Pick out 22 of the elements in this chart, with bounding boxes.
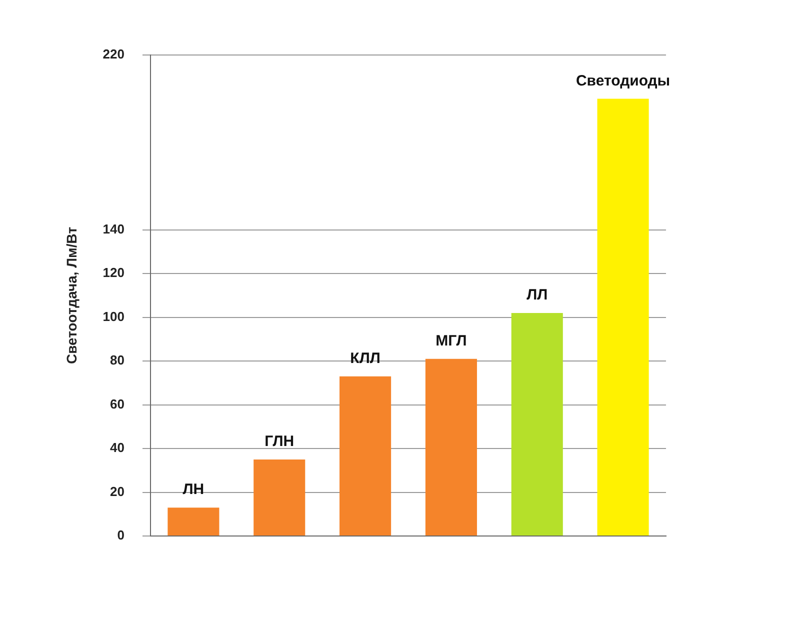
y-tick-label: 220: [102, 46, 124, 62]
y-tick-label: 120: [102, 265, 124, 280]
y-tick-label: 40: [110, 440, 124, 456]
bar: [597, 98, 649, 536]
bar: [254, 459, 306, 536]
bar: [168, 508, 220, 536]
y-tick-label: 0: [117, 528, 124, 543]
y-axis-title: Светоотдача, Лм/Вт: [63, 226, 80, 364]
x-tick-label: ЛН: [182, 481, 204, 498]
x-tick-label: ЛЛ: [526, 286, 548, 304]
bar: [511, 312, 563, 536]
y-tick-label: 60: [110, 396, 124, 412]
y-tick-label: 20: [110, 484, 124, 499]
y-tick-label: 80: [110, 352, 124, 368]
bar: [340, 376, 392, 536]
x-tick-label: МГЛ: [436, 332, 467, 350]
x-tick-label: КЛЛ: [350, 350, 380, 368]
bar: [425, 358, 477, 536]
y-tick-label: 100: [102, 308, 124, 324]
y-tick-label: 140: [102, 221, 124, 236]
x-tick-label: Светодиоды: [576, 72, 670, 90]
x-tick-label: ГЛН: [264, 433, 294, 450]
